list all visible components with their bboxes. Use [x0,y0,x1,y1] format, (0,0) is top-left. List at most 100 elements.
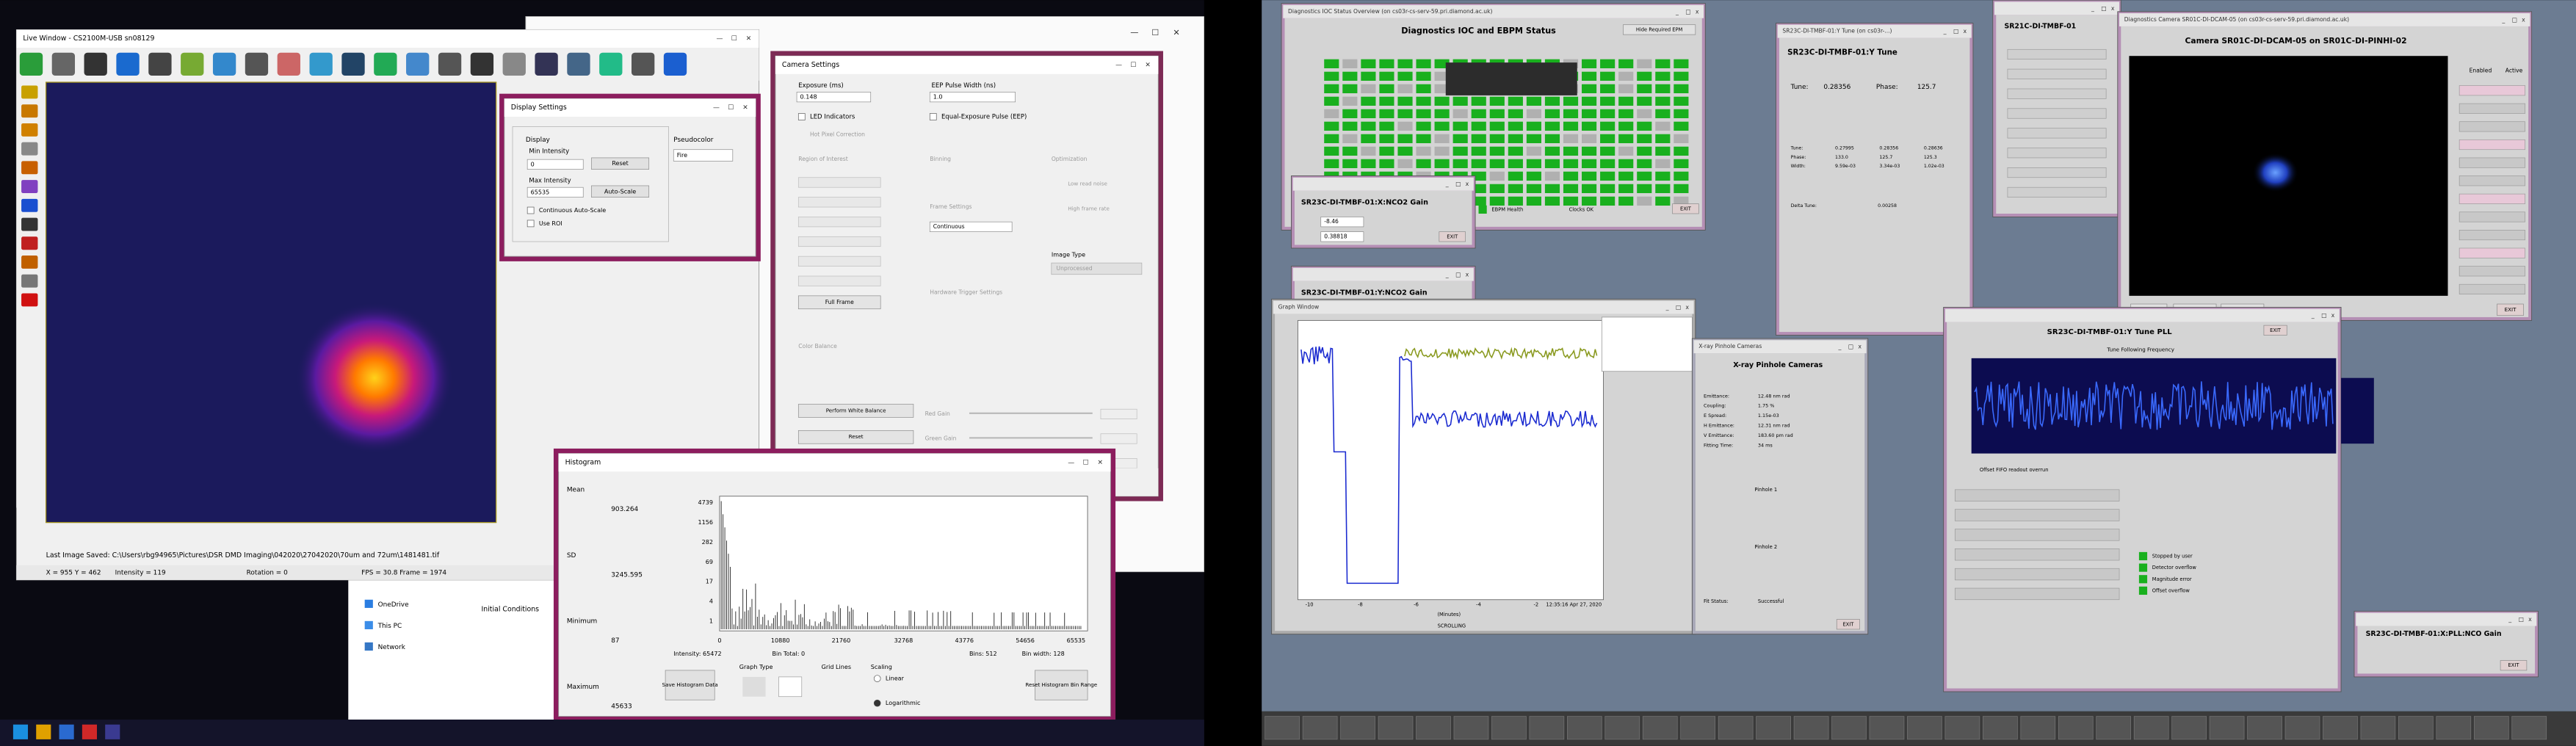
input[interactable] [796,92,872,103]
tool-icon[interactable] [374,52,397,76]
radio[interactable] [873,675,881,682]
button[interactable] [1623,24,1696,35]
window-control[interactable]: ✕ [1173,28,1179,37]
tool-icon[interactable] [51,52,76,76]
tool-icon[interactable] [21,85,38,99]
tool-icon[interactable] [21,142,38,156]
tool-icon[interactable] [277,52,300,76]
tool-icon[interactable] [21,293,38,307]
taskbar-item[interactable] [1983,716,2018,740]
tool-icon[interactable] [309,52,333,76]
taskbar-item[interactable] [1944,716,1980,740]
tool-icon[interactable] [19,52,43,76]
input[interactable] [929,92,1016,103]
taskbar-item[interactable] [1302,716,1338,740]
taskbar-item[interactable] [1907,716,1942,740]
tool-icon[interactable] [21,180,38,194]
radio[interactable] [873,699,881,707]
button[interactable] [1035,670,1088,700]
window-control[interactable]: x [1964,28,1967,35]
window-control[interactable]: _ [1445,181,1449,187]
taskbar-item[interactable] [2058,716,2094,740]
taskbar-item[interactable] [2171,716,2207,740]
tool-icon[interactable] [341,52,365,76]
taskbar-item[interactable] [2096,716,2132,740]
button[interactable] [797,295,881,310]
checkbox[interactable] [527,206,535,214]
window-control[interactable]: x [1858,344,1862,350]
tool-icon[interactable] [438,52,462,76]
window-control[interactable]: _ [1445,271,1449,278]
button[interactable] [2263,325,2287,336]
tool-icon[interactable] [470,52,494,76]
window-control[interactable]: □ [2519,616,2524,623]
window-control[interactable]: x [2528,616,2532,623]
taskbar-item[interactable] [1453,716,1489,740]
window-control[interactable]: ☐ [1151,28,1159,37]
window-control[interactable]: ☐ [1130,62,1136,69]
taskbar-item[interactable] [1604,716,1640,740]
taskbar-item[interactable] [1718,716,1754,740]
tool-icon[interactable] [245,52,269,76]
window-control[interactable]: □ [2512,16,2517,23]
window-control[interactable]: — [1130,28,1138,37]
taskbar-item[interactable] [2436,716,2472,740]
input[interactable] [1320,231,1364,242]
graph-type-icon[interactable] [778,676,803,698]
checkbox[interactable] [929,113,937,120]
taskbar-item[interactable] [1340,716,1375,740]
window-control[interactable]: — [716,35,723,43]
window-control[interactable]: _ [1665,304,1669,311]
window-control[interactable]: ✕ [1097,459,1103,466]
input[interactable] [527,159,584,170]
window-control[interactable]: _ [1943,28,1947,35]
button[interactable] [2500,660,2528,671]
window-control[interactable]: □ [1455,271,1461,278]
taskbar-icon[interactable] [36,724,51,739]
window-control[interactable]: x [2522,16,2525,23]
tool-icon[interactable] [535,52,558,76]
dropdown[interactable] [929,221,1013,232]
window-control[interactable]: — [1115,62,1122,69]
window-control[interactable]: _ [2508,616,2511,623]
button[interactable] [665,670,715,700]
button[interactable] [2497,303,2524,316]
window-control[interactable]: ✕ [746,35,752,43]
window-control[interactable]: — [713,104,720,112]
window-control[interactable]: □ [1455,181,1461,187]
button[interactable] [797,430,914,444]
tool-icon[interactable] [148,52,172,76]
window-control[interactable]: x [1696,8,1699,15]
window-control[interactable]: _ [2501,16,2505,23]
window-control[interactable]: □ [1685,8,1690,15]
button[interactable] [591,185,650,198]
window-control[interactable]: _ [1837,344,1841,350]
window-control[interactable]: □ [1953,28,1958,35]
taskbar-icon[interactable] [12,724,29,739]
graph-type-icon[interactable] [742,676,766,697]
window-control[interactable]: □ [1848,344,1853,350]
taskbar-item[interactable] [2209,716,2245,740]
taskbar-item[interactable] [2473,716,2509,740]
tool-icon[interactable] [21,104,38,118]
taskbar-item[interactable] [2133,716,2169,740]
tool-icon[interactable] [21,123,38,137]
taskbar-item[interactable] [1566,716,1602,740]
window-control[interactable]: x [2111,5,2115,12]
tool-icon[interactable] [631,52,655,76]
taskbar-item[interactable] [1529,716,1565,740]
tool-icon[interactable] [21,217,38,231]
button[interactable] [1836,619,1860,630]
taskbar-item[interactable] [1378,716,1414,740]
tool-icon[interactable] [21,236,38,250]
dropdown[interactable] [673,149,734,162]
taskbar-item[interactable] [2020,716,2056,740]
taskbar-item[interactable] [2284,716,2320,740]
checkbox[interactable] [527,220,535,228]
taskbar-item[interactable] [1869,716,1905,740]
window-control[interactable]: _ [2311,312,2315,319]
window-control[interactable]: ☐ [1082,459,1088,466]
tool-icon[interactable] [567,52,590,76]
window-control[interactable]: ☐ [728,104,734,112]
window-control[interactable]: x [1685,304,1689,311]
